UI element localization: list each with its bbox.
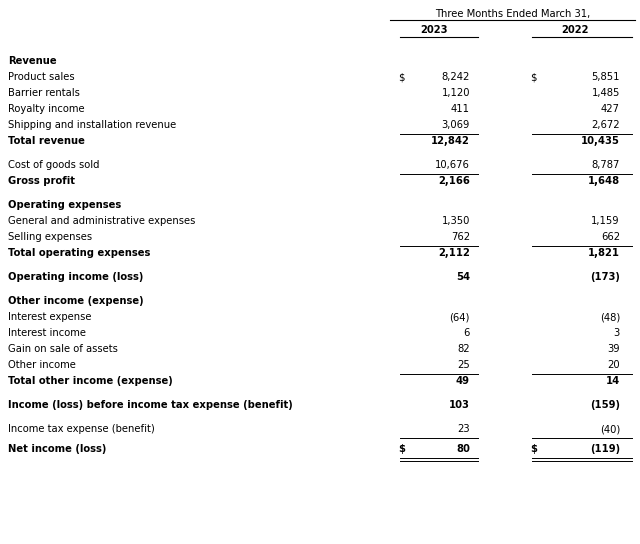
Text: 49: 49 [456, 376, 470, 386]
Text: 2,672: 2,672 [591, 120, 620, 130]
Text: 662: 662 [601, 232, 620, 242]
Text: $: $ [398, 72, 404, 82]
Text: 411: 411 [451, 104, 470, 114]
Text: Interest expense: Interest expense [8, 312, 92, 322]
Text: $: $ [530, 444, 537, 454]
Text: Income (loss) before income tax expense (benefit): Income (loss) before income tax expense … [8, 400, 292, 410]
Text: Selling expenses: Selling expenses [8, 232, 92, 242]
Text: 10,435: 10,435 [581, 136, 620, 146]
Text: 1,350: 1,350 [442, 216, 470, 226]
Text: 14: 14 [605, 376, 620, 386]
Text: Three Months Ended March 31,: Three Months Ended March 31, [435, 9, 590, 19]
Text: 82: 82 [458, 344, 470, 354]
Text: Interest income: Interest income [8, 328, 86, 338]
Text: 6: 6 [463, 328, 470, 338]
Text: 2,166: 2,166 [438, 176, 470, 186]
Text: $: $ [530, 72, 536, 82]
Text: Barrier rentals: Barrier rentals [8, 88, 80, 98]
Text: 2,112: 2,112 [438, 248, 470, 258]
Text: 23: 23 [458, 424, 470, 434]
Text: Operating income (loss): Operating income (loss) [8, 272, 143, 282]
Text: Gain on sale of assets: Gain on sale of assets [8, 344, 118, 354]
Text: (119): (119) [590, 444, 620, 454]
Text: 39: 39 [607, 344, 620, 354]
Text: (173): (173) [590, 272, 620, 282]
Text: 10,676: 10,676 [435, 160, 470, 170]
Text: 3: 3 [614, 328, 620, 338]
Text: $: $ [398, 444, 405, 454]
Text: Product sales: Product sales [8, 72, 75, 82]
Text: 1,648: 1,648 [588, 176, 620, 186]
Text: 1,821: 1,821 [588, 248, 620, 258]
Text: 8,242: 8,242 [442, 72, 470, 82]
Text: Other income: Other income [8, 360, 76, 370]
Text: 762: 762 [451, 232, 470, 242]
Text: 1,159: 1,159 [591, 216, 620, 226]
Text: Operating expenses: Operating expenses [8, 200, 121, 210]
Text: 25: 25 [457, 360, 470, 370]
Text: 1,120: 1,120 [442, 88, 470, 98]
Text: 5,851: 5,851 [591, 72, 620, 82]
Text: (40): (40) [600, 424, 620, 434]
Text: 427: 427 [601, 104, 620, 114]
Text: Gross profit: Gross profit [8, 176, 75, 186]
Text: 3,069: 3,069 [442, 120, 470, 130]
Text: 1,485: 1,485 [591, 88, 620, 98]
Text: Total operating expenses: Total operating expenses [8, 248, 150, 258]
Text: (48): (48) [600, 312, 620, 322]
Text: 2022: 2022 [561, 25, 589, 35]
Text: Other income (expense): Other income (expense) [8, 296, 143, 306]
Text: Shipping and installation revenue: Shipping and installation revenue [8, 120, 176, 130]
Text: Income tax expense (benefit): Income tax expense (benefit) [8, 424, 155, 434]
Text: (159): (159) [590, 400, 620, 410]
Text: 80: 80 [456, 444, 470, 454]
Text: 54: 54 [456, 272, 470, 282]
Text: General and administrative expenses: General and administrative expenses [8, 216, 195, 226]
Text: 8,787: 8,787 [591, 160, 620, 170]
Text: Net income (loss): Net income (loss) [8, 444, 106, 454]
Text: 20: 20 [607, 360, 620, 370]
Text: Revenue: Revenue [8, 56, 56, 66]
Text: (64): (64) [450, 312, 470, 322]
Text: 2023: 2023 [420, 25, 448, 35]
Text: 103: 103 [449, 400, 470, 410]
Text: Total revenue: Total revenue [8, 136, 85, 146]
Text: Cost of goods sold: Cost of goods sold [8, 160, 99, 170]
Text: Total other income (expense): Total other income (expense) [8, 376, 173, 386]
Text: Royalty income: Royalty income [8, 104, 84, 114]
Text: 12,842: 12,842 [431, 136, 470, 146]
